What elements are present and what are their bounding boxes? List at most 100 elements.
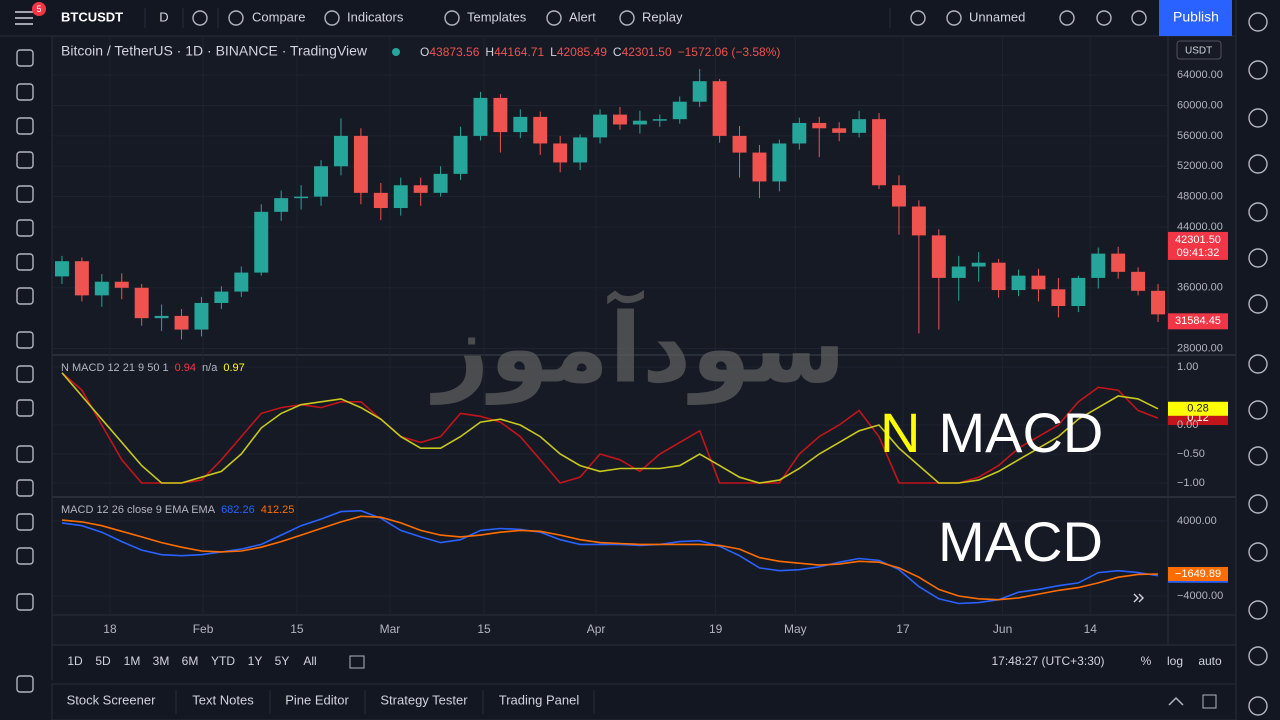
candle-body [792, 122, 807, 144]
sidebar-icon[interactable] [1248, 494, 1268, 514]
scale-option[interactable]: % [1141, 654, 1152, 668]
sidebar-icon[interactable] [1248, 154, 1268, 174]
tool-icon[interactable] [16, 287, 34, 305]
tool-icon[interactable] [16, 593, 34, 611]
sidebar-icon[interactable] [1248, 446, 1268, 466]
tool-icon[interactable] [16, 253, 34, 271]
ohlc-label: O [420, 45, 429, 59]
end-label [1168, 566, 1228, 581]
panel-tab[interactable]: Stock Screener [67, 692, 157, 707]
tool-icon[interactable] [16, 49, 34, 67]
y-tick-label: 64000.00 [1177, 69, 1223, 81]
price-label [1168, 231, 1228, 260]
sidebar-icon[interactable] [1248, 12, 1268, 32]
interval[interactable]: D [159, 9, 168, 24]
toolbar-button[interactable]: Compare [252, 9, 305, 24]
tool-icon[interactable] [16, 185, 34, 203]
maximize-icon[interactable] [1202, 694, 1217, 709]
panel-tab[interactable]: Text Notes [192, 692, 254, 707]
range-icon[interactable] [349, 655, 365, 669]
toolbar-icon[interactable] [1131, 10, 1147, 26]
sidebar-icon[interactable] [1248, 60, 1268, 80]
range-button[interactable]: 1M [124, 654, 141, 668]
tool-icon[interactable] [16, 479, 34, 497]
layout-name[interactable]: Unnamed [969, 9, 1025, 24]
toolbar-icon[interactable] [619, 10, 635, 26]
menu-icon[interactable] [15, 11, 33, 25]
candle-body [971, 262, 986, 267]
tool-icon[interactable] [16, 117, 34, 135]
toolbar-icon[interactable] [192, 10, 208, 26]
x-tick-label: Apr [587, 622, 606, 636]
toolbar-icon[interactable] [324, 10, 340, 26]
toolbar-button[interactable]: Templates [467, 9, 527, 24]
toolbar-icon[interactable] [946, 10, 962, 26]
panel-tab[interactable]: Trading Panel [499, 692, 580, 707]
range-button[interactable]: 6M [182, 654, 199, 668]
toolbar-icon[interactable] [228, 10, 244, 26]
tool-icon[interactable] [16, 331, 34, 349]
toolbar-icon[interactable] [444, 10, 460, 26]
sidebar-icon[interactable] [1248, 108, 1268, 128]
tool-icon[interactable] [16, 365, 34, 383]
tool-icon[interactable] [16, 675, 34, 693]
toolbar-button[interactable]: Indicators [347, 9, 404, 24]
sidebar-icon[interactable] [1248, 248, 1268, 268]
range-button[interactable]: 5Y [275, 654, 290, 668]
candle-body [294, 196, 309, 199]
range-button[interactable]: All [303, 654, 316, 668]
sidebar-icon[interactable] [1248, 354, 1268, 374]
range-button[interactable]: 5D [95, 654, 111, 668]
currency[interactable]: USDT [1185, 46, 1212, 57]
publish-button[interactable] [1159, 0, 1232, 36]
toolbar-icon[interactable] [910, 10, 926, 26]
candle-body [54, 261, 69, 277]
scale-option[interactable]: log [1167, 654, 1183, 668]
tool-icon[interactable] [16, 445, 34, 463]
indicator-value: n/a [202, 362, 218, 374]
toolbar-button[interactable]: Alert [569, 9, 596, 24]
range-button[interactable]: 1Y [248, 654, 263, 668]
range-button[interactable]: 1D [67, 654, 83, 668]
tool-icon[interactable] [16, 151, 34, 169]
sidebar-icon[interactable] [1248, 294, 1268, 314]
scale-option[interactable]: auto [1198, 654, 1222, 668]
tool-icon[interactable] [16, 547, 34, 565]
y-tick-label: −0.50 [1177, 448, 1205, 460]
ohlc-value: 43873.56 [429, 45, 479, 59]
ohlc-value: 42085.49 [557, 45, 607, 59]
range-button[interactable]: YTD [211, 654, 235, 668]
toolbar-icon[interactable] [1096, 10, 1112, 26]
scroll-icon[interactable] [1133, 593, 1144, 603]
tool-icon[interactable] [16, 513, 34, 531]
notification-badge [32, 2, 46, 16]
candle-body [891, 185, 906, 207]
publish-label[interactable]: Publish [1173, 9, 1219, 25]
sidebar-icon[interactable] [1248, 542, 1268, 562]
candle-body [194, 302, 209, 330]
symbol[interactable]: BTCUSDT [61, 9, 123, 24]
collapse-icon[interactable] [1168, 696, 1184, 706]
sidebar-icon[interactable] [1248, 646, 1268, 666]
y-tick-label: 44000.00 [1177, 221, 1223, 233]
tool-icon[interactable] [16, 83, 34, 101]
toolbar-button[interactable]: Replay [642, 9, 683, 24]
y-tick-label: 56000.00 [1177, 130, 1223, 142]
panel-tab[interactable]: Strategy Tester [380, 692, 468, 707]
tool-icon[interactable] [16, 219, 34, 237]
candle-body [852, 119, 867, 133]
sidebar-icon[interactable] [1248, 202, 1268, 222]
candle-body [513, 116, 528, 133]
tool-icon[interactable] [16, 399, 34, 417]
panel-tab[interactable]: Pine Editor [285, 692, 349, 707]
sidebar-icon[interactable] [1248, 600, 1268, 620]
range-button[interactable]: 3M [153, 654, 170, 668]
currency-select[interactable] [1176, 40, 1222, 60]
toolbar-icon[interactable] [1059, 10, 1075, 26]
grid [52, 36, 1168, 615]
candle-body [712, 81, 727, 136]
sidebar-icon[interactable] [1248, 696, 1268, 716]
toolbar-icon[interactable] [546, 10, 562, 26]
sidebar-icon[interactable] [1248, 400, 1268, 420]
candle-body [1151, 290, 1166, 315]
